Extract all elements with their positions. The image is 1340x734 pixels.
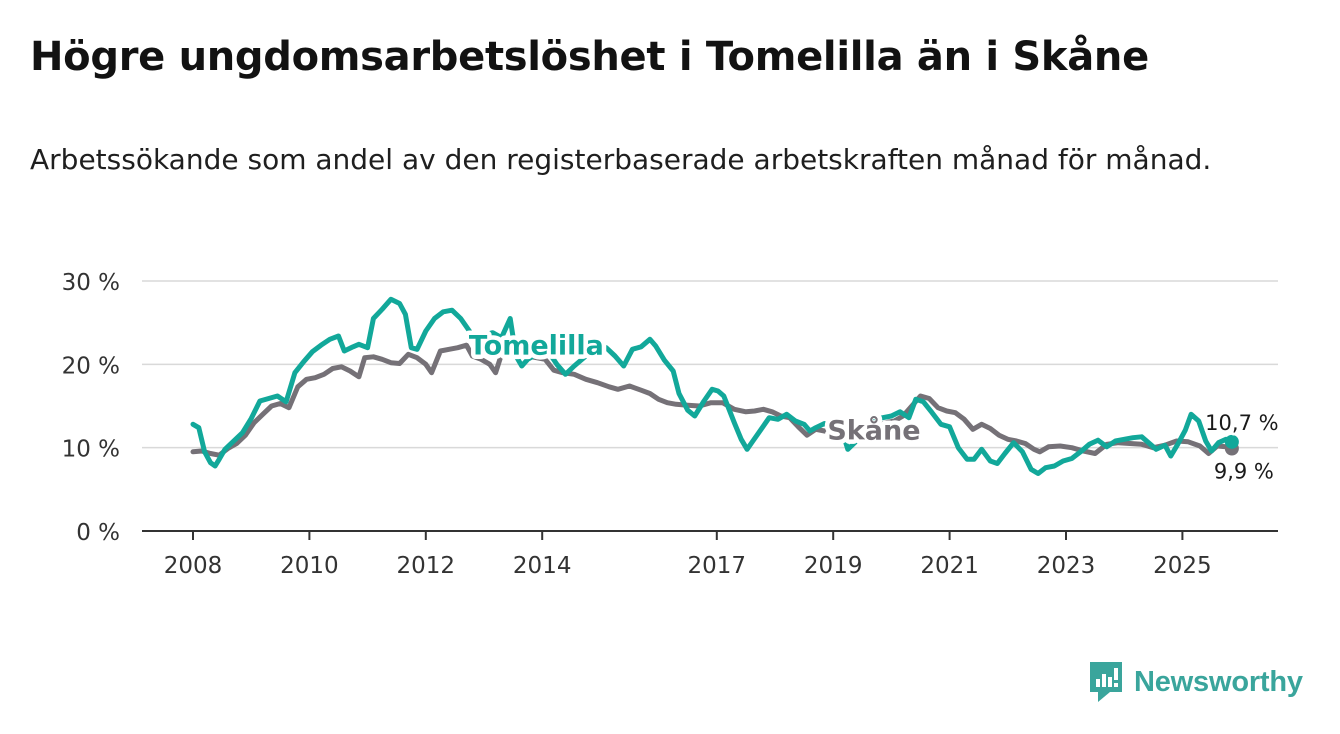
x-tick-label: 2014 bbox=[513, 553, 572, 579]
end-value-label-halo: 10,7 % bbox=[1205, 411, 1278, 435]
brand-name: Newsworthy bbox=[1134, 665, 1303, 698]
series-label-halo: Skåne bbox=[827, 414, 920, 446]
x-tick-label: 2021 bbox=[920, 553, 979, 579]
series-label: Tomelilla bbox=[469, 330, 604, 361]
y-tick-label: 30 % bbox=[62, 270, 120, 296]
x-tick-label: 2023 bbox=[1037, 553, 1096, 579]
x-tick-label: 2012 bbox=[397, 553, 456, 579]
series-line-skane bbox=[190, 342, 1235, 458]
x-tick-label: 2025 bbox=[1153, 553, 1212, 579]
y-tick-label: 20 % bbox=[62, 353, 120, 379]
series-label: Skåne bbox=[827, 414, 920, 446]
axes bbox=[142, 530, 1278, 540]
series-label-halo: Tomelilla bbox=[469, 330, 604, 361]
x-tick-label: 2017 bbox=[688, 553, 747, 579]
x-tick-label: 2008 bbox=[164, 553, 223, 579]
y-tick-label: 0 % bbox=[76, 520, 120, 546]
labels: 0 % 10 % 20 % 30 % 2008 2010 2012 2014 2017 2019 2… bbox=[62, 270, 1282, 579]
series-line-tomelilla bbox=[190, 296, 1235, 476]
x-tick-label: 2019 bbox=[804, 553, 863, 579]
chart-title: Högre ungdomsarbetslöshet i Tomelilla än… bbox=[30, 34, 1149, 80]
chart-subtitle: Arbetssökande som andel av den registerb… bbox=[30, 143, 1212, 176]
end-value-label-halo: 9,9 % bbox=[1214, 460, 1274, 484]
newsworthy-icon bbox=[1090, 662, 1122, 702]
gridlines bbox=[142, 280, 1278, 449]
end-value-label: 9,9 % bbox=[1214, 460, 1274, 484]
brand-logo: Newsworthy bbox=[1088, 660, 1303, 704]
x-tick-label: 2010 bbox=[280, 553, 339, 579]
end-point-tomelilla bbox=[1224, 434, 1239, 449]
series bbox=[190, 296, 1239, 476]
y-tick-label: 10 % bbox=[62, 437, 120, 463]
end-value-label: 10,7 % bbox=[1205, 411, 1278, 435]
